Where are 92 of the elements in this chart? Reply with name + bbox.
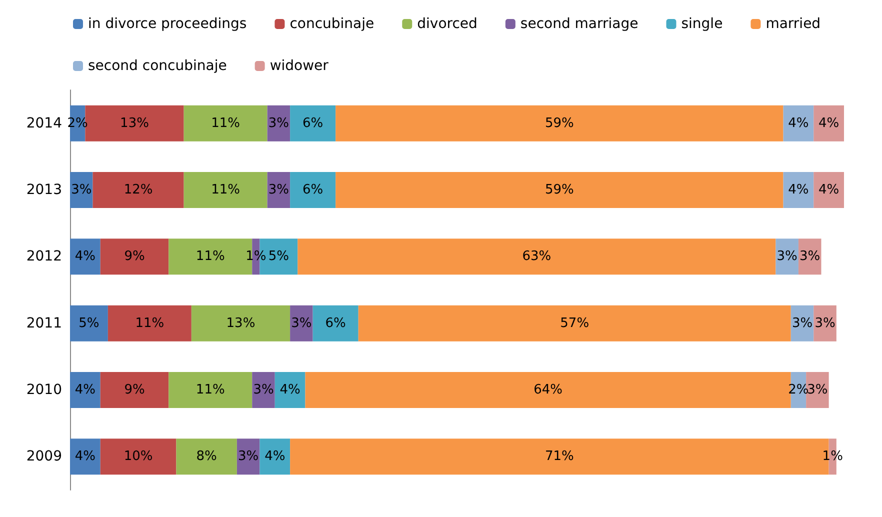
legend-label: widower xyxy=(270,58,329,74)
data-label: 4% xyxy=(74,249,96,264)
bar xyxy=(176,438,237,475)
bar xyxy=(168,372,252,408)
data-label: 6% xyxy=(302,182,324,198)
legend-label: divorced xyxy=(417,16,478,32)
bar xyxy=(305,372,791,408)
bar xyxy=(814,105,844,142)
bar xyxy=(783,172,814,208)
bar xyxy=(814,172,844,208)
data-label: 10% xyxy=(124,449,153,464)
data-label: 57% xyxy=(560,316,590,331)
data-label: 4% xyxy=(264,449,286,464)
bar xyxy=(100,372,169,408)
bar xyxy=(290,305,313,342)
bar xyxy=(70,438,100,475)
data-label: 5% xyxy=(78,316,100,331)
y-tick-label: 2013 xyxy=(26,182,62,198)
data-label: 64% xyxy=(534,382,563,398)
data-label: 4% xyxy=(788,116,809,131)
bar xyxy=(290,105,336,142)
y-tick-label: 2014 xyxy=(26,115,62,132)
data-label: 4% xyxy=(280,382,300,398)
bar xyxy=(783,105,814,142)
data-label: 5% xyxy=(268,249,289,264)
legend-label: concubinaje xyxy=(290,16,374,32)
bar xyxy=(70,238,100,275)
bar xyxy=(191,305,290,342)
bar xyxy=(290,172,336,208)
bar xyxy=(70,305,108,342)
bar xyxy=(184,105,268,142)
data-label: 3% xyxy=(253,382,274,398)
legend-label: married xyxy=(766,16,821,32)
data-label: 11% xyxy=(135,316,164,331)
data-label: 12% xyxy=(124,182,153,198)
data-label: 8% xyxy=(196,449,217,464)
data-label: 13% xyxy=(226,316,256,331)
bar xyxy=(776,238,798,275)
y-tick-label: 2011 xyxy=(26,315,62,332)
data-label: 3% xyxy=(814,316,836,331)
data-label: 1% xyxy=(246,249,266,264)
bar xyxy=(260,438,290,475)
bar xyxy=(252,372,275,408)
data-label: 9% xyxy=(124,249,145,264)
data-label: 3% xyxy=(268,182,289,198)
data-label: 9% xyxy=(124,382,145,398)
y-tick-label: 2012 xyxy=(26,248,62,265)
data-label: 4% xyxy=(74,449,96,464)
data-label: 63% xyxy=(522,249,552,264)
legend-label: single xyxy=(681,16,723,32)
data-label: 4% xyxy=(74,382,96,398)
data-label: 3% xyxy=(238,449,259,464)
data-label: 13% xyxy=(120,116,149,131)
data-label: 11% xyxy=(211,182,240,198)
y-tick-label: 2009 xyxy=(26,448,62,465)
data-label: 6% xyxy=(325,316,346,331)
bar xyxy=(336,105,784,142)
bar xyxy=(184,172,268,208)
data-label: 3% xyxy=(792,316,813,331)
legend-label: second concubinaje xyxy=(88,58,227,74)
data-label: 6% xyxy=(302,116,324,131)
data-label: 1% xyxy=(822,449,843,464)
bar xyxy=(274,372,306,408)
y-tick-label: 2010 xyxy=(26,382,62,398)
data-label: 3% xyxy=(291,316,312,331)
bar xyxy=(100,438,176,475)
bar xyxy=(100,238,169,275)
bar xyxy=(70,172,93,208)
data-label: 11% xyxy=(196,382,225,398)
data-label: 3% xyxy=(776,249,798,264)
data-label: 71% xyxy=(544,449,574,464)
data-label: 3% xyxy=(807,382,828,398)
data-label: 59% xyxy=(544,116,574,131)
data-label: 59% xyxy=(544,182,574,198)
bar xyxy=(312,305,358,342)
bar xyxy=(108,305,192,342)
bar xyxy=(70,372,100,408)
bar xyxy=(298,238,776,275)
legend-label: second marriage xyxy=(520,16,638,32)
bar xyxy=(814,305,836,342)
data-label: 4% xyxy=(818,116,840,131)
legend-label: in divorce proceedings xyxy=(88,16,247,32)
data-label: 4% xyxy=(818,182,840,198)
data-label: 3% xyxy=(268,116,289,131)
data-label: 3% xyxy=(800,249,820,264)
data-label: 11% xyxy=(211,116,240,131)
data-label: 3% xyxy=(71,182,92,198)
bar xyxy=(92,172,184,208)
bar xyxy=(358,305,791,342)
data-label: 4% xyxy=(788,182,809,198)
bar xyxy=(336,172,784,208)
data-label: 11% xyxy=(196,249,225,264)
